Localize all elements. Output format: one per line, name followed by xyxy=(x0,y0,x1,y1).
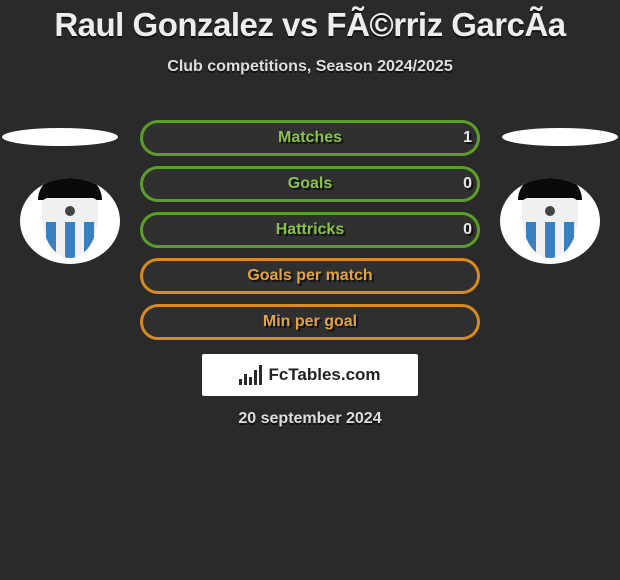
stat-pill: Hattricks0 xyxy=(140,212,480,248)
stat-pill: Goals0 xyxy=(140,166,480,202)
stat-label: Min per goal xyxy=(140,304,480,340)
bars-icon xyxy=(239,365,262,385)
stat-label: Matches xyxy=(140,120,480,156)
brand-logo: FcTables.com xyxy=(202,354,418,396)
stat-value-right: 0 xyxy=(463,166,472,202)
stat-pill: Matches1 xyxy=(140,120,480,156)
snapshot-date: 20 september 2024 xyxy=(0,410,620,428)
stat-pill: Goals per match xyxy=(140,258,480,294)
stat-label: Goals xyxy=(140,166,480,202)
stat-value-right: 0 xyxy=(463,212,472,248)
brand-name: FcTables.com xyxy=(268,365,380,385)
stats-list: Matches1Goals0Hattricks0Goals per matchM… xyxy=(0,120,620,350)
stat-label: Hattricks xyxy=(140,212,480,248)
stat-row: Goals per match xyxy=(0,258,620,294)
stat-row: Goals0 xyxy=(0,166,620,202)
page-title: Raul Gonzalez vs FÃ©rriz GarcÃ­a xyxy=(0,0,620,44)
stat-pill: Min per goal xyxy=(140,304,480,340)
stat-row: Hattricks0 xyxy=(0,212,620,248)
stat-value-right: 1 xyxy=(463,120,472,156)
page-subtitle: Club competitions, Season 2024/2025 xyxy=(0,44,620,76)
stat-row: Min per goal xyxy=(0,304,620,340)
stat-row: Matches1 xyxy=(0,120,620,156)
stat-label: Goals per match xyxy=(140,258,480,294)
